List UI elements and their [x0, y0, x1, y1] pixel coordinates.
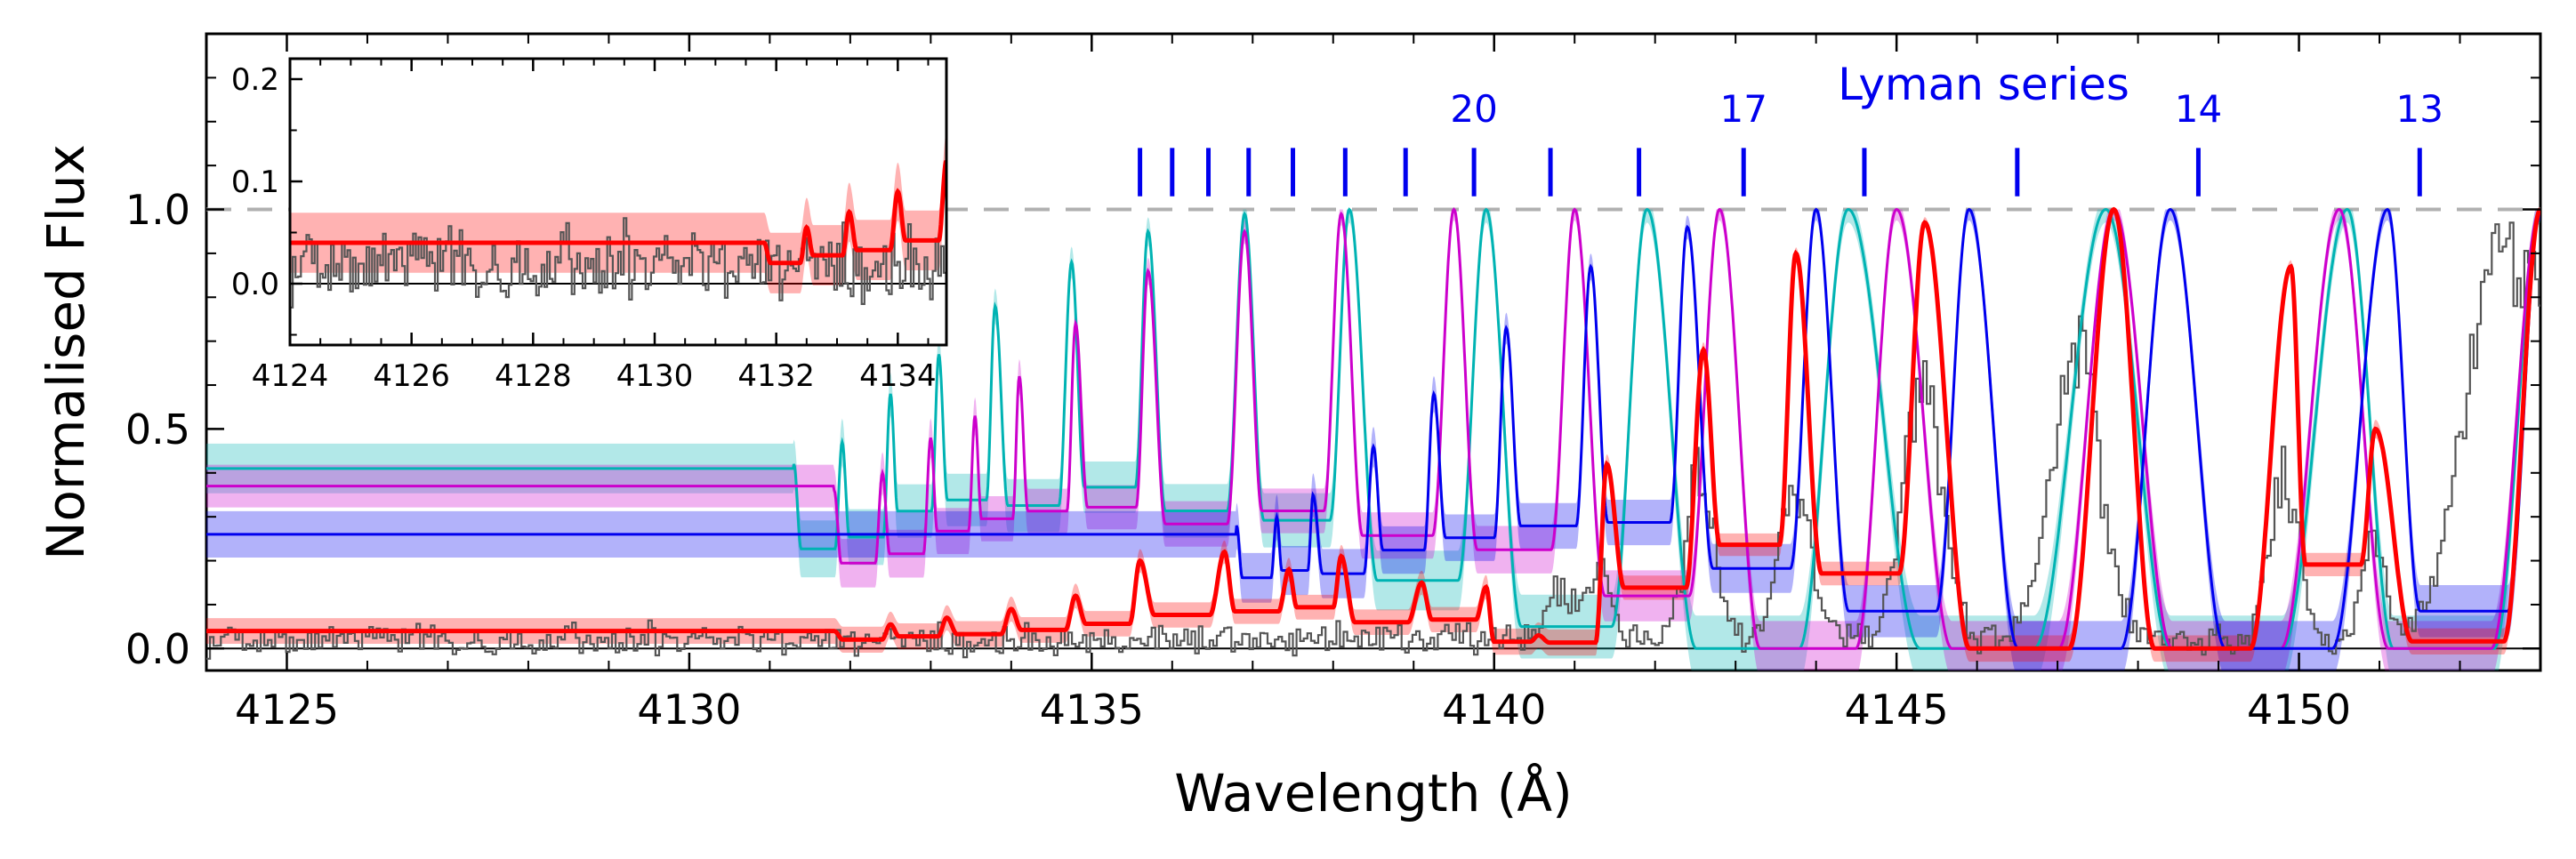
inset-x-tick-label: 4134 [859, 358, 937, 394]
x-tick-label: 4145 [1845, 686, 1949, 734]
model-blue-line [206, 207, 2540, 650]
observed-spectrum-line [206, 221, 2540, 660]
inset-plot: 4124 4126 4128 4130 4132 4134 0.0 0.1 0.2 [231, 57, 948, 394]
lyman-line-label: 13 [2396, 87, 2443, 131]
inset-plot-frame [290, 59, 946, 345]
y-tick-label: 0.5 [125, 405, 190, 454]
inset-y-tick-label: 0.0 [231, 267, 279, 302]
inset-x-tick-label: 4128 [495, 358, 572, 394]
y-tick-label: 1.0 [125, 186, 190, 234]
inset-y-tick-label: 0.1 [231, 165, 279, 200]
x-tick-label: 4130 [637, 686, 741, 734]
inset-x-tick-label: 4126 [373, 358, 450, 394]
x-axis-label: Wavelength (Å) [1174, 762, 1572, 823]
lyman-line-label: 20 [1450, 87, 1497, 131]
model-red-line [206, 206, 2540, 651]
inset-observed-spectrum-line [290, 217, 946, 309]
x-tick-label: 4150 [2247, 686, 2351, 734]
model-cyan-uncertainty-band [206, 209, 2540, 670]
x-tick-label: 4135 [1040, 686, 1144, 734]
lyman-line-label: 14 [2175, 87, 2222, 131]
model-cyan-line [206, 207, 2540, 650]
lyman-line-label: 17 [1719, 87, 1767, 131]
model-magenta-line [206, 207, 2540, 650]
x-tick-label: 4125 [235, 686, 339, 734]
inset-model-red-line [290, 159, 946, 266]
inset-x-tick-label: 4132 [737, 358, 815, 394]
inset-x-tick-label: 4124 [252, 358, 329, 394]
y-axis-label: Normalised Flux [36, 144, 96, 560]
lyman-series-title: Lyman series [1838, 59, 2129, 110]
inset-plot-border [288, 57, 948, 347]
inset-y-tick-label: 0.2 [231, 62, 279, 98]
y-tick-label: 0.0 [125, 625, 190, 673]
x-tick-label: 4140 [1442, 686, 1546, 734]
inset-x-tick-label: 4130 [616, 358, 694, 394]
